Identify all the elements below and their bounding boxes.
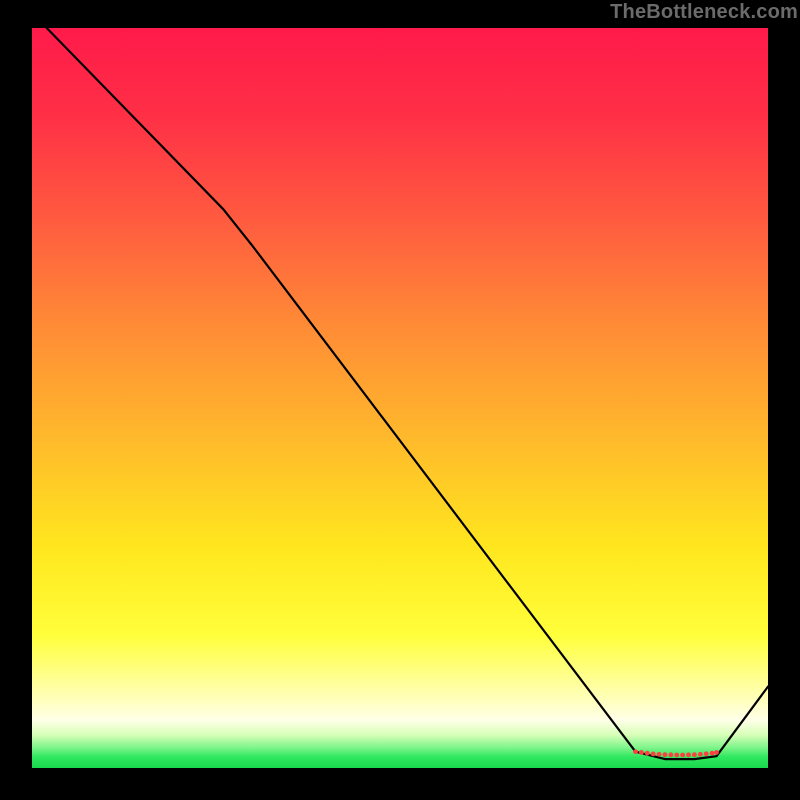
bottleneck-chart [0, 0, 800, 800]
marker-dot [674, 753, 679, 758]
watermark-text: TheBottleneck.com [610, 1, 798, 24]
marker-dot [633, 749, 638, 754]
plot-gradient [32, 28, 768, 768]
marker-dot [645, 751, 650, 756]
marker-dot [704, 751, 709, 756]
marker-dot [698, 752, 703, 757]
marker-dot [668, 752, 673, 757]
marker-dot [657, 752, 662, 757]
chart-container: TheBottleneck.com [0, 0, 800, 800]
marker-dot [714, 750, 719, 755]
marker-dot [692, 752, 697, 757]
marker-dot [680, 753, 685, 758]
marker-dot [686, 752, 691, 757]
marker-dot [710, 751, 715, 756]
marker-dot [639, 750, 644, 755]
marker-dot [663, 752, 668, 757]
marker-dot [651, 752, 656, 757]
